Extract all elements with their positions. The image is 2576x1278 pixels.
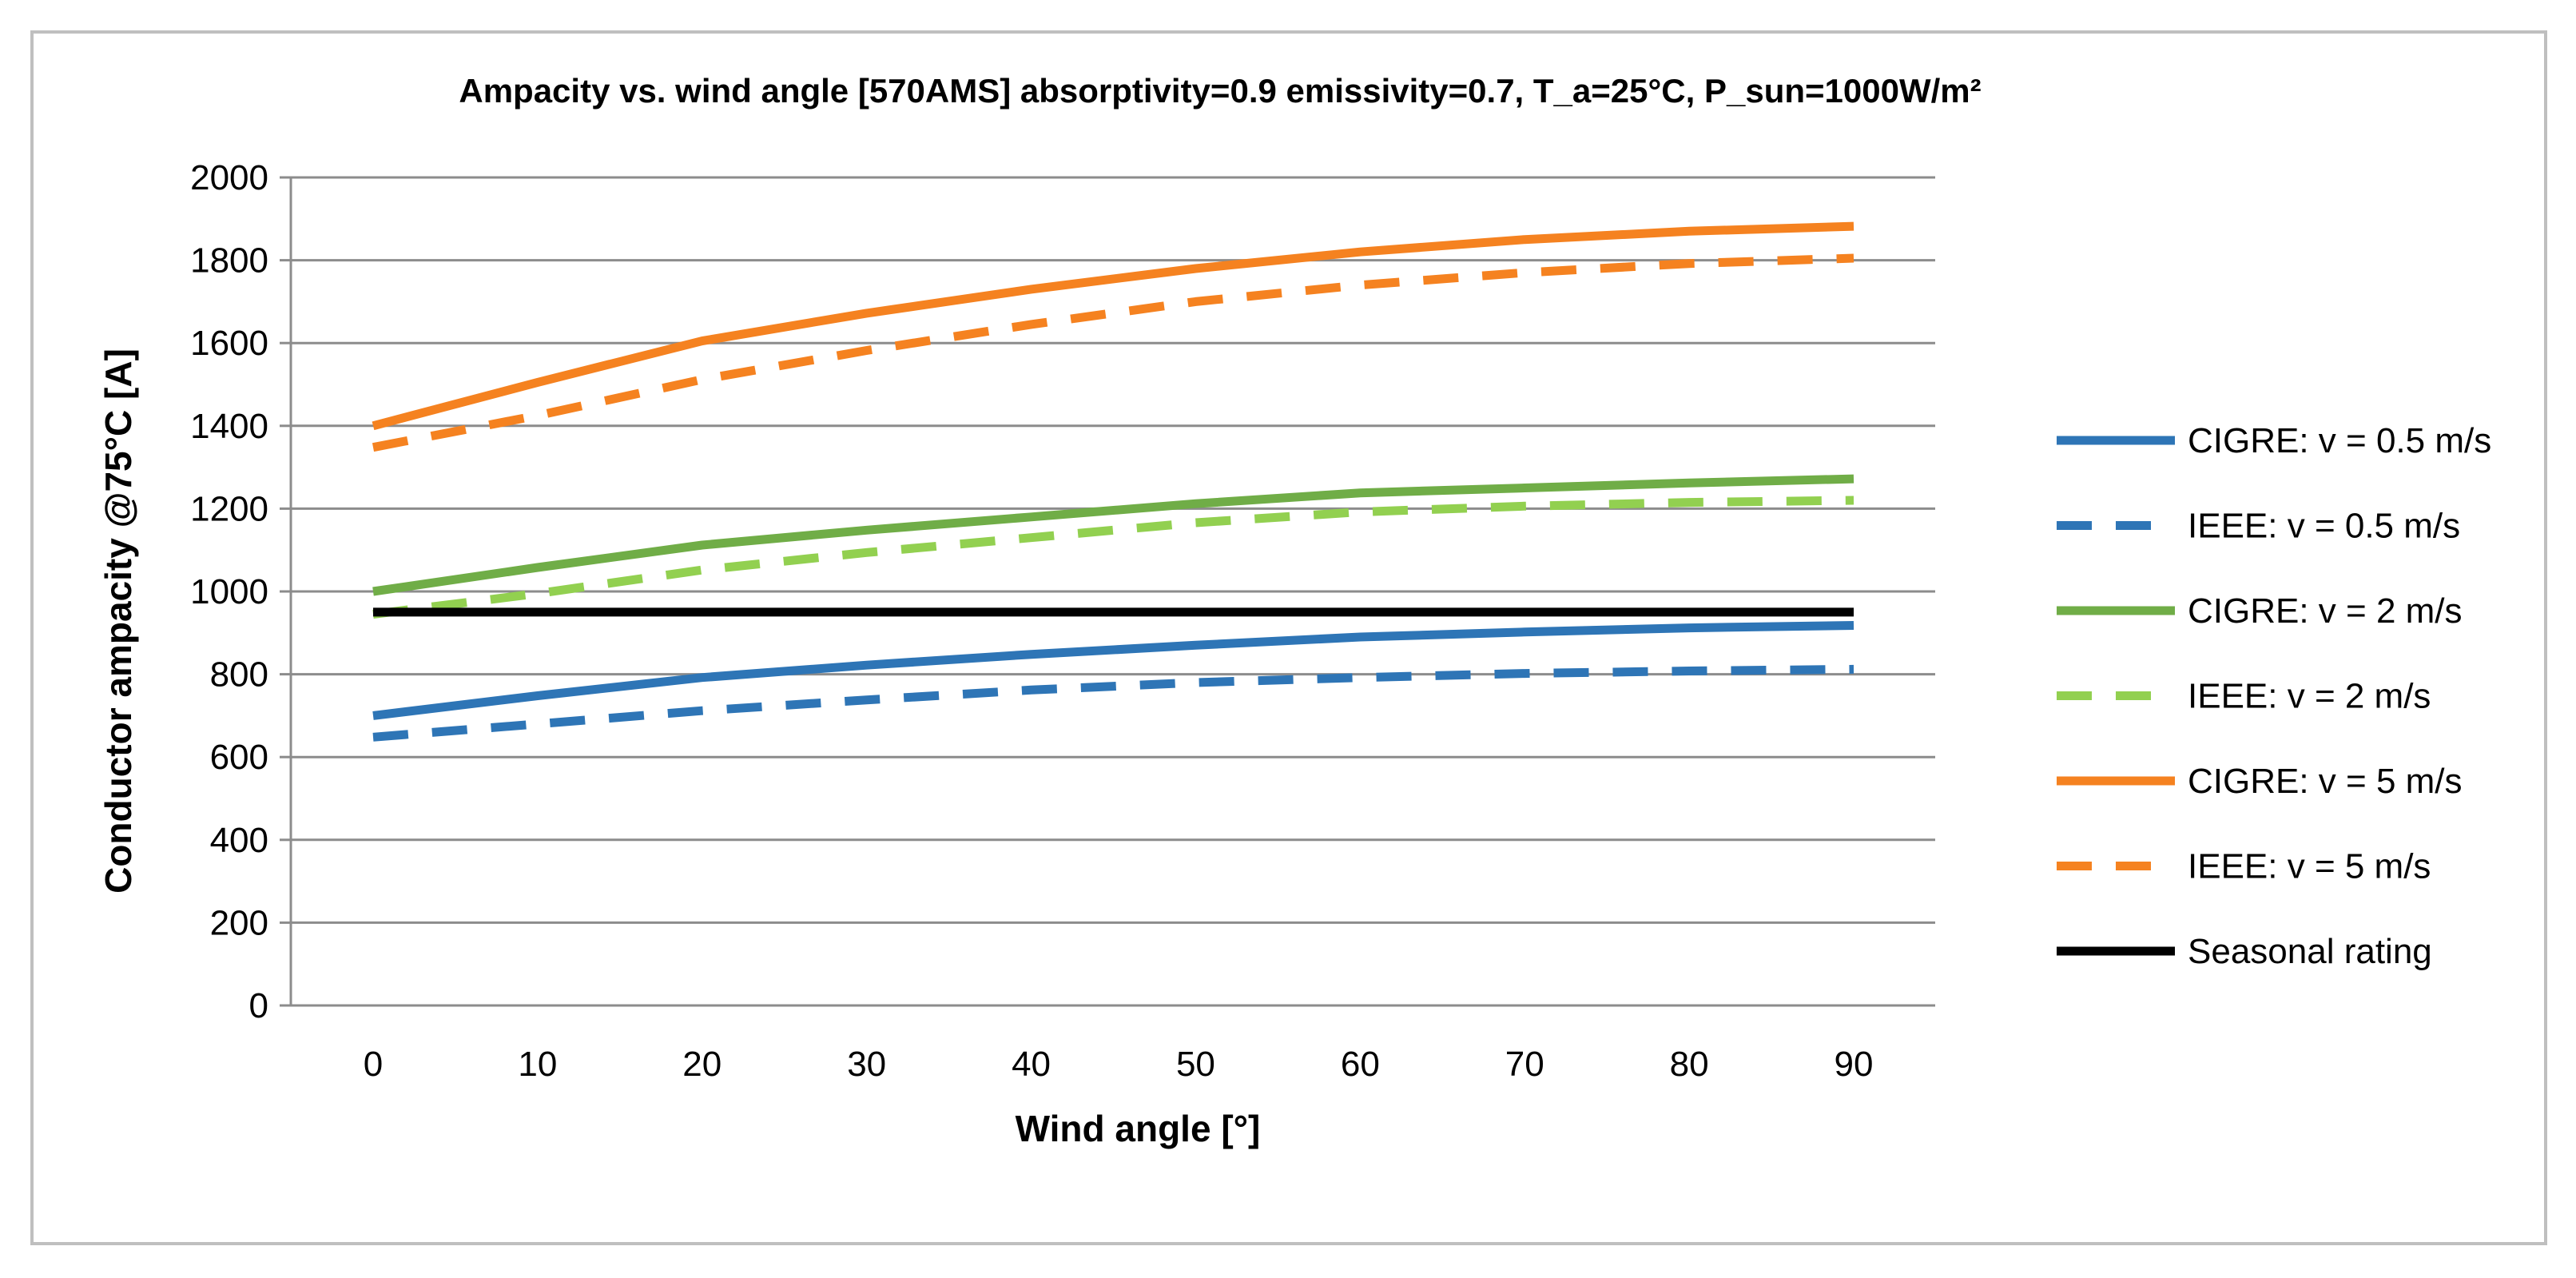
x-tick-label: 60: [1341, 1045, 1380, 1084]
x-tick-label: 50: [1176, 1045, 1215, 1084]
series-line-4: [372, 221, 1854, 431]
y-tick-label: 0: [249, 986, 268, 1025]
y-tick-label: 600: [210, 738, 268, 777]
x-tick-label: 70: [1505, 1045, 1544, 1084]
series-line-1: [372, 664, 1854, 742]
chart-title: Ampacity vs. wind angle [570AMS] absorpt…: [459, 72, 1981, 109]
x-axis-title: Wind angle [°]: [1016, 1108, 1261, 1149]
y-tick-label: 1200: [190, 489, 268, 528]
series-line-2: [372, 474, 1854, 596]
legend-label-1: IEEE: v = 0.5 m/s: [2188, 507, 2460, 546]
x-tick-label: 80: [1670, 1045, 1709, 1084]
y-tick-labels: 0 200 400 600 800 1000 1200 1400 1600 1800 2000: [190, 158, 268, 1025]
legend-label-2: CIGRE: v = 2 m/s: [2188, 591, 2463, 631]
x-tick-label: 90: [1835, 1045, 1874, 1084]
series-line-0: [372, 621, 1854, 720]
gridlines: [291, 176, 1935, 924]
series-line-5: [372, 253, 1854, 452]
legend-label-0: CIGRE: v = 0.5 m/s: [2188, 421, 2491, 460]
x-tick-labels: 0 10 20 30 40 50 60 70 80 90: [364, 1045, 1874, 1084]
legend-label-6: Seasonal rating: [2188, 932, 2432, 971]
x-tick-label: 10: [518, 1045, 557, 1084]
y-tick-label: 1400: [190, 407, 268, 446]
y-tick-label: 800: [210, 655, 268, 695]
chart-frame: Ampacity vs. wind angle [570AMS] absorpt…: [30, 30, 2547, 1245]
y-axis-title: Conductor ampacity @75°C [A]: [97, 348, 139, 894]
x-tick-label: 30: [847, 1045, 886, 1084]
chart-svg: Ampacity vs. wind angle [570AMS] absorpt…: [97, 72, 2491, 1149]
y-tick-label: 1000: [190, 572, 268, 611]
y-tick-label: 2000: [190, 158, 268, 197]
legend-label-5: IEEE: v = 5 m/s: [2188, 847, 2431, 886]
x-tick-label: 40: [1012, 1045, 1051, 1084]
y-tick-label: 1800: [190, 241, 268, 281]
axes: [280, 176, 1935, 1007]
series-layer: [372, 221, 1854, 742]
legend-label-4: CIGRE: v = 5 m/s: [2188, 762, 2463, 801]
legend: CIGRE: v = 0.5 m/s IEEE: v = 0.5 m/s CIGRE…: [2057, 421, 2491, 971]
legend-label-3: IEEE: v = 2 m/s: [2188, 677, 2431, 716]
series-line-3: [372, 496, 1854, 619]
x-tick-label: 20: [682, 1045, 722, 1084]
y-tick-label: 400: [210, 821, 268, 860]
y-tick-label: 1600: [190, 324, 268, 363]
x-tick-label: 0: [364, 1045, 383, 1084]
y-tick-label: 200: [210, 903, 268, 942]
